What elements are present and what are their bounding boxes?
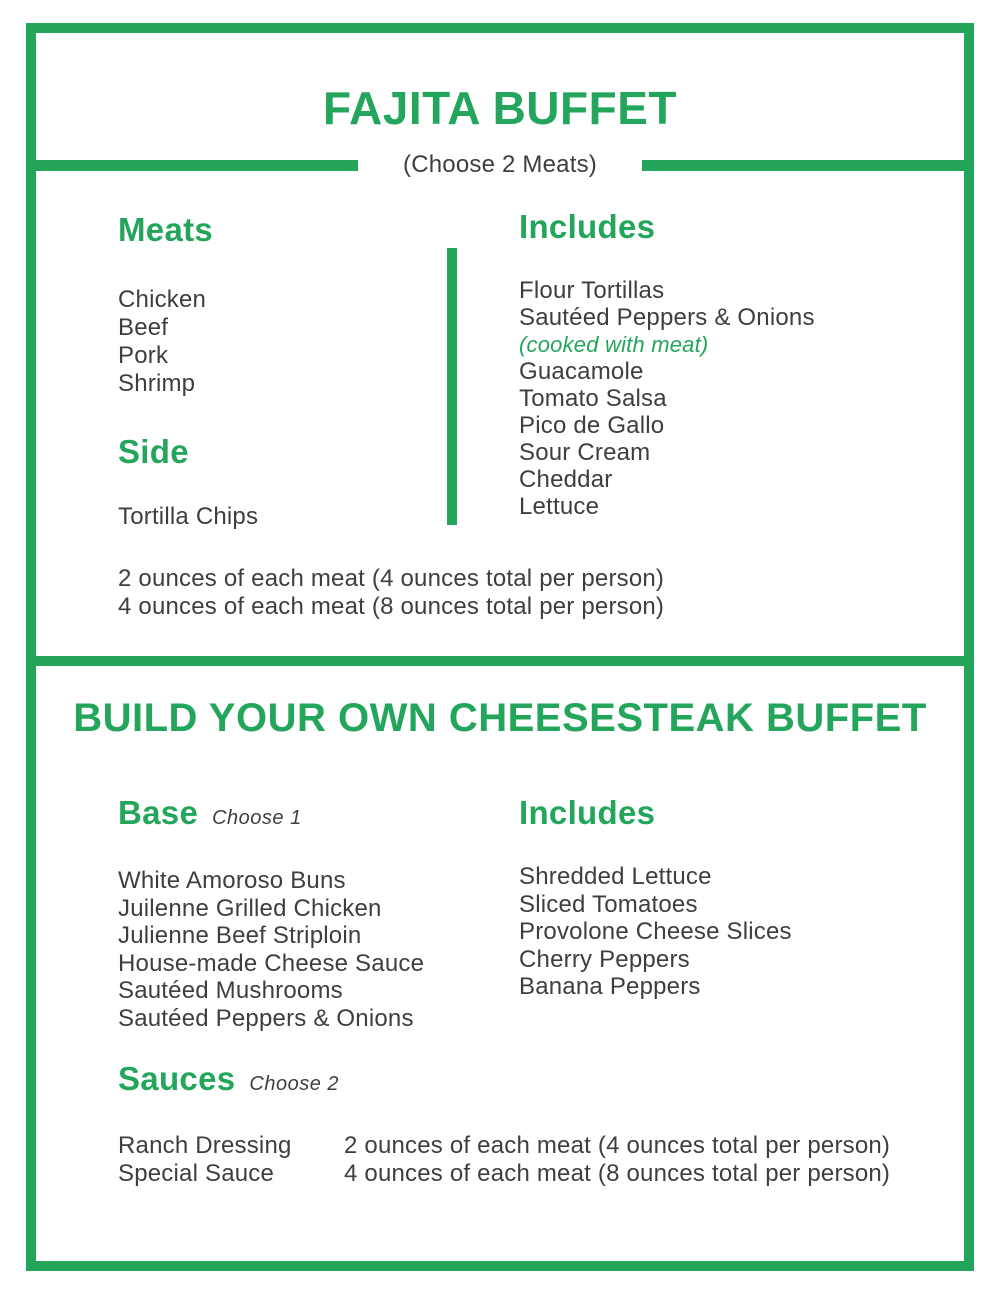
fajita-buffet-section: FAJITA BUFFET (Choose 2 Meats) Meats Chi… xyxy=(26,23,974,666)
sauce-item: Special Sauce xyxy=(118,1160,275,1187)
sauces-heading-label: Sauces xyxy=(118,1060,236,1097)
sauce-item: Ranch Dressing xyxy=(118,1132,292,1159)
fajita-includes-list: Flour Tortillas Sautéed Peppers & Onions(… xyxy=(519,277,815,520)
base-heading: Base Choose 1 xyxy=(118,796,302,829)
side-item: Tortilla Chips xyxy=(118,503,259,530)
base-heading-label: Base xyxy=(118,794,199,831)
base-item: Sautéed Peppers & Onions xyxy=(118,1004,414,1032)
cheesesteak-includes-heading-label: Includes xyxy=(519,794,656,831)
includes-item: Sliced Tomatoes xyxy=(519,890,698,918)
cheesesteak-buffet-section: BUILD YOUR OWN CHEESESTEAK BUFFET Base Ch… xyxy=(26,656,974,1271)
base-item: Juilenne Grilled Chicken xyxy=(118,894,382,922)
fajita-includes-heading-label: Includes xyxy=(519,208,656,245)
divider-line-left xyxy=(36,159,359,171)
includes-item: Cherry Peppers xyxy=(519,945,690,973)
cheesesteak-includes-list: Shredded Lettuce Sliced Tomatoes Provolone… xyxy=(519,863,792,1001)
meat-item: Beef xyxy=(118,314,169,341)
vertical-divider xyxy=(447,248,457,525)
cheesesteak-includes-heading: Includes xyxy=(519,796,655,829)
side-heading: Side xyxy=(118,435,189,468)
includes-item: Pico de Gallo xyxy=(519,412,665,439)
portion-line: 4 ounces of each meat (8 ounces total pe… xyxy=(118,593,665,620)
cheesesteak-portion-info: 2 ounces of each meat (4 ounces total pe… xyxy=(344,1132,890,1188)
includes-item: Shredded Lettuce xyxy=(519,863,712,890)
portion-line: 4 ounces of each meat (8 ounces total pe… xyxy=(344,1160,891,1187)
meat-item: Shrimp xyxy=(118,370,196,397)
includes-item: Sour Cream xyxy=(519,439,651,466)
includes-item: Flour Tortillas xyxy=(519,277,665,304)
includes-item: Guacamole xyxy=(519,358,644,385)
fajita-section-title: FAJITA BUFFET xyxy=(322,82,678,134)
divider-line-right xyxy=(641,159,965,171)
includes-item-note: (cooked with meat) xyxy=(519,332,709,357)
cheesesteak-section-title: BUILD YOUR OWN CHEESESTEAK BUFFET xyxy=(73,696,927,740)
includes-item: Cheddar xyxy=(519,466,613,493)
fajita-subtitle: (Choose 2 Meats) xyxy=(403,151,597,178)
subtitle-divider-row: (Choose 2 Meats) xyxy=(36,149,965,181)
base-item: Sautéed Mushrooms xyxy=(118,977,343,1004)
sauces-qualifier: Choose 2 xyxy=(249,1073,340,1095)
meat-item: Chicken xyxy=(118,286,207,313)
meats-heading: Meats xyxy=(118,213,213,246)
sauces-heading: Sauces Choose 2 xyxy=(118,1062,339,1095)
fajita-portion-info: 2 ounces of each meat (4 ounces total pe… xyxy=(118,565,664,621)
side-heading-label: Side xyxy=(118,433,189,470)
includes-item: Sautéed Peppers & Onions xyxy=(519,304,815,331)
base-item: White Amoroso Buns xyxy=(118,867,346,894)
base-list: White Amoroso Buns Juilenne Grilled Chick… xyxy=(118,867,424,1032)
fajita-includes-heading: Includes xyxy=(519,210,655,243)
includes-item: Banana Peppers xyxy=(519,973,701,1000)
includes-item: Lettuce xyxy=(519,493,600,520)
includes-item: Tomato Salsa xyxy=(519,385,667,412)
base-qualifier: Choose 1 xyxy=(212,807,302,829)
includes-item: Provolone Cheese Slices xyxy=(519,918,792,945)
portion-line: 2 ounces of each meat (4 ounces total pe… xyxy=(118,565,665,592)
sauces-list: Ranch Dressing Special Sauce xyxy=(118,1132,292,1188)
base-item: House-made Cheese Sauce xyxy=(118,949,425,977)
base-item: Julienne Beef Striploin xyxy=(118,922,362,949)
meat-item: Pork xyxy=(118,342,169,369)
side-list: Tortilla Chips xyxy=(118,503,258,531)
meats-heading-label: Meats xyxy=(118,211,214,248)
portion-line: 2 ounces of each meat (4 ounces total pe… xyxy=(344,1132,891,1159)
meats-list: Chicken Beef Pork Shrimp xyxy=(118,286,206,398)
